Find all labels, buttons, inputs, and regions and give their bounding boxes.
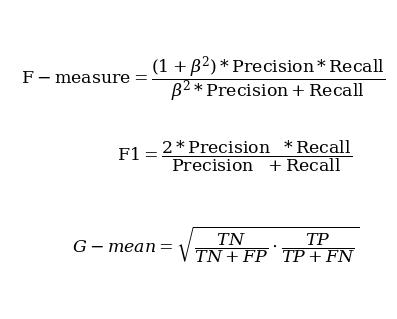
Text: $\mathregular{F1} = \dfrac{2 * \mathregular{Precision}\ \ * \mathregular{Recall}: $\mathregular{F1} = \dfrac{2 * \mathregu…: [117, 138, 352, 174]
Text: $\mathregular{F - measure} = \dfrac{(1 + \beta^2) * \mathregular{Precision} * \m: $\mathregular{F - measure} = \dfrac{(1 +…: [21, 55, 385, 105]
Text: $\it{G} - \it{mean} = \sqrt{\dfrac{\mathit{TN}}{\mathit{TN} + \mathit{FP}} \cdot: $\it{G} - \it{mean} = \sqrt{\dfrac{\math…: [72, 224, 359, 265]
